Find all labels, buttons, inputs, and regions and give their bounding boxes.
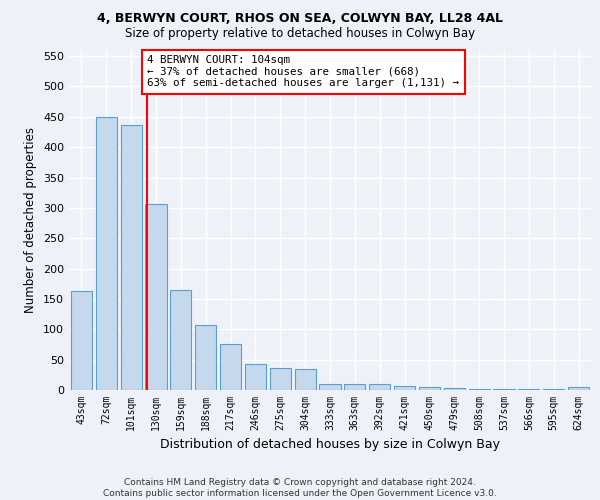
Bar [195,325,216,390]
Bar [170,290,191,390]
Bar [394,386,415,390]
Text: Contains HM Land Registry data © Crown copyright and database right 2024.
Contai: Contains HM Land Registry data © Crown c… [103,478,497,498]
Bar [96,117,117,390]
Bar [469,389,490,390]
Text: Size of property relative to detached houses in Colwyn Bay: Size of property relative to detached ho… [125,28,475,40]
Bar [270,368,291,390]
Text: 4 BERWYN COURT: 104sqm
← 37% of detached houses are smaller (668)
63% of semi-de: 4 BERWYN COURT: 104sqm ← 37% of detached… [148,55,460,88]
Bar [419,387,440,390]
X-axis label: Distribution of detached houses by size in Colwyn Bay: Distribution of detached houses by size … [160,438,500,452]
Bar [319,384,341,390]
Bar [220,344,241,390]
Bar [444,388,465,390]
Text: 4, BERWYN COURT, RHOS ON SEA, COLWYN BAY, LL28 4AL: 4, BERWYN COURT, RHOS ON SEA, COLWYN BAY… [97,12,503,26]
Bar [493,389,515,390]
Bar [245,364,266,390]
Y-axis label: Number of detached properties: Number of detached properties [25,127,37,313]
Bar [121,124,142,390]
Bar [369,384,390,390]
Bar [344,384,365,390]
Bar [295,369,316,390]
Bar [145,204,167,390]
Bar [518,389,539,390]
Bar [568,387,589,390]
Bar [71,291,92,390]
